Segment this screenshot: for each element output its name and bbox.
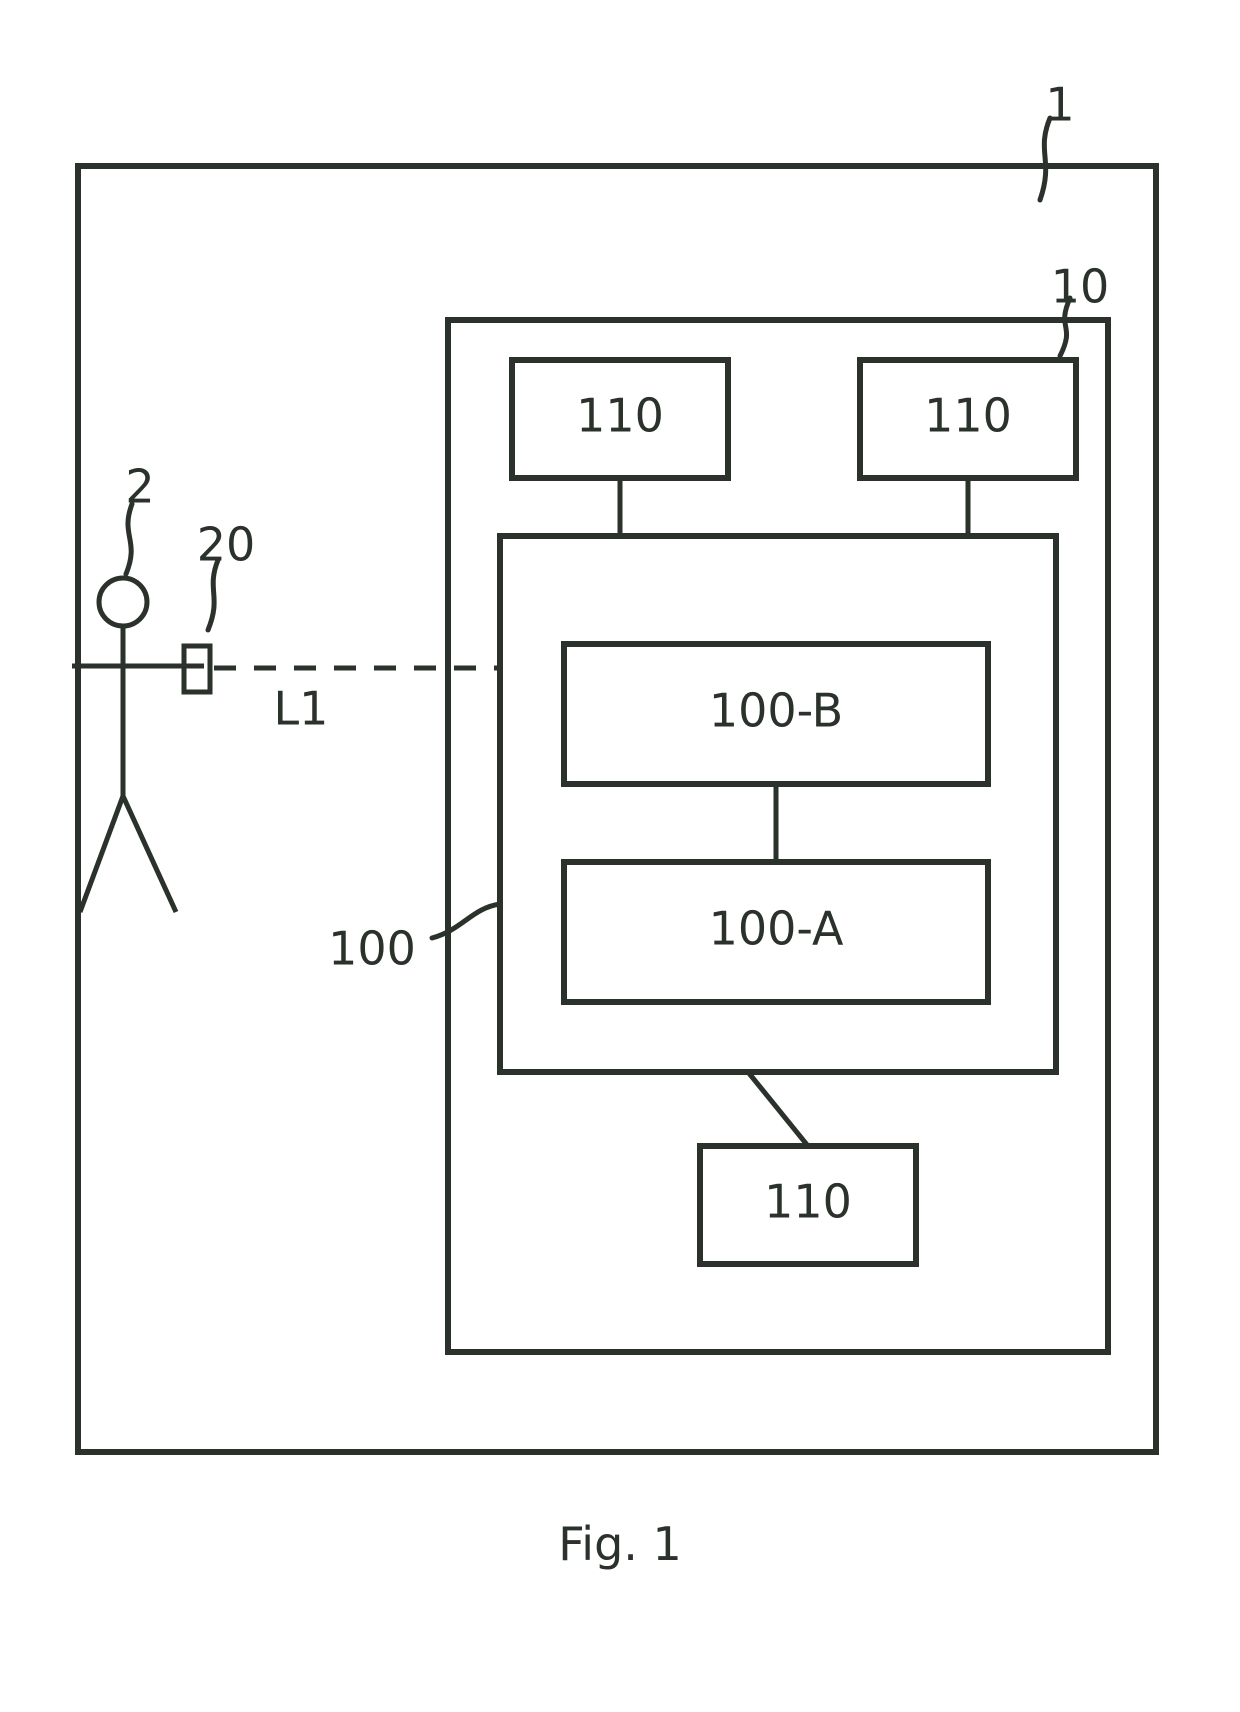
svg-text:L1: L1 bbox=[274, 682, 329, 736]
svg-text:2: 2 bbox=[125, 460, 154, 514]
svg-text:110: 110 bbox=[924, 389, 1012, 443]
svg-text:110: 110 bbox=[576, 389, 664, 443]
figure-caption: Fig. 1 bbox=[558, 1517, 682, 1571]
person-head bbox=[99, 578, 147, 626]
svg-text:20: 20 bbox=[197, 518, 256, 572]
svg-text:1: 1 bbox=[1045, 78, 1074, 132]
svg-text:10: 10 bbox=[1051, 260, 1110, 314]
svg-text:100-B: 100-B bbox=[709, 684, 843, 738]
svg-text:110: 110 bbox=[764, 1175, 852, 1229]
svg-text:100-A: 100-A bbox=[709, 902, 844, 956]
svg-text:100: 100 bbox=[328, 922, 416, 976]
